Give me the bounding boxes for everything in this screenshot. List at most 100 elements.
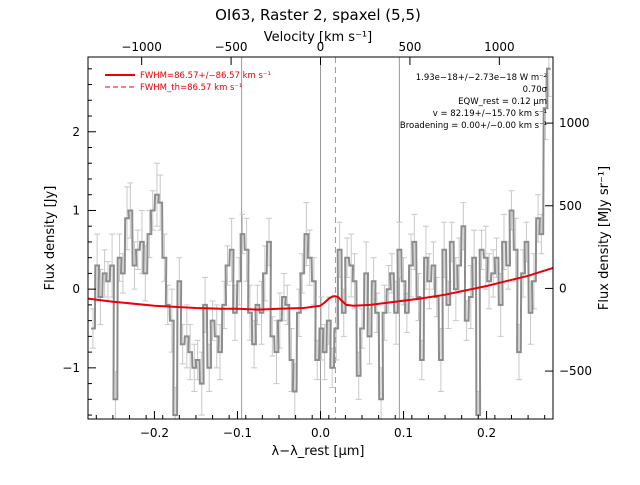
spectrum-point <box>196 359 199 361</box>
spectrum-point <box>455 288 457 290</box>
spectrum-point <box>473 256 475 259</box>
spectrum-point <box>298 311 300 314</box>
spectrum-point <box>548 68 550 70</box>
spectrum-point <box>450 241 453 243</box>
legend: FWHM=86.57+/−86.57 km s⁻¹ FWHM_th=86.57 … <box>105 71 271 93</box>
top-axis-label: Velocity [km s⁻¹] <box>264 30 372 45</box>
spectrum-point <box>338 249 341 251</box>
spectrum-point <box>279 319 281 322</box>
spectrum-point <box>271 335 274 338</box>
spectrum-point <box>537 217 539 220</box>
y-tick-label: 1 <box>72 203 80 217</box>
spectrum-point <box>316 359 318 361</box>
spectrum-point <box>215 335 218 338</box>
spectrum-point <box>488 280 490 283</box>
spectrum-point <box>447 304 450 306</box>
annotation-velocity: v = 82.19+/−15.70 km s⁻¹ <box>433 109 547 119</box>
x-tick-label: −0.2 <box>140 426 169 440</box>
y-tick-label: 2 <box>72 125 80 139</box>
spectrum-point <box>111 264 113 267</box>
top-tick-label: 500 <box>398 40 421 54</box>
spectrum-point <box>365 272 367 275</box>
spectrum-point <box>301 272 304 275</box>
spectrum-point <box>200 382 203 385</box>
spectrum-point <box>151 209 154 212</box>
spectrum-point <box>137 249 139 251</box>
spectrum-point <box>171 319 173 322</box>
annotation-sigma: 0.70σ <box>523 85 548 95</box>
spectrum-point <box>189 351 191 353</box>
spectrum-point <box>204 304 206 306</box>
spectrum-point <box>256 304 259 306</box>
right-tick-label: 500 <box>559 199 582 213</box>
spectrum-point <box>495 256 498 259</box>
spectrum-point <box>223 304 225 306</box>
spectrum-point <box>395 311 397 314</box>
top-tick-label: 0 <box>317 40 325 54</box>
spectrum-point <box>499 304 502 306</box>
spectrum-point <box>402 280 405 283</box>
spectrum-point <box>410 264 412 267</box>
spectrum-point <box>107 280 109 283</box>
plot-frame <box>87 56 554 420</box>
right-tick-label: 0 <box>559 281 567 295</box>
spectrum-point <box>92 327 94 330</box>
x-axis-label: λ−λ_rest [µm] <box>272 444 365 459</box>
spectrum-point <box>421 359 423 361</box>
spectrum-point <box>443 249 446 251</box>
spectrum-point <box>383 311 386 314</box>
spectrum-point <box>480 249 483 251</box>
x-tick-label: 0.2 <box>477 426 496 440</box>
spectrum-point <box>391 272 393 275</box>
spectrum-point <box>308 256 311 259</box>
spectrum-point <box>335 327 338 330</box>
spectrum-point <box>118 256 121 259</box>
spectrum-point <box>376 311 378 314</box>
right-axis-label: Flux density [MJy sr⁻¹] <box>597 166 612 310</box>
legend-item-fwhm: FWHM=86.57+/−86.57 km s⁻¹ <box>140 71 271 81</box>
spectrum-point <box>103 272 106 275</box>
spectrum-point <box>166 304 169 306</box>
y-tick-label: 0 <box>72 282 80 296</box>
spectrum-point <box>350 264 353 267</box>
spectrum-point <box>432 264 435 267</box>
spectrum-point <box>99 296 102 298</box>
spectrum-point <box>293 390 296 393</box>
spectrum-point <box>283 296 285 298</box>
spectrum-point <box>417 296 420 298</box>
spectrum-point <box>144 272 147 275</box>
spectrum-point <box>181 343 184 346</box>
spectrum-point <box>342 311 345 314</box>
spectrum-point <box>122 272 124 275</box>
legend-item-fwhm-th: FWHM_th=86.57 km s⁻¹ <box>140 83 242 93</box>
spectrum-point <box>387 288 390 290</box>
spectrum-point <box>522 272 524 275</box>
spectrum-point <box>492 272 495 275</box>
top-tick-label: −500 <box>215 40 248 54</box>
chart-title: OI63, Raster 2, spaxel (5,5) <box>215 6 421 24</box>
spectrum-point <box>458 264 460 267</box>
spectrum-point <box>219 351 221 353</box>
spectrum-point <box>380 398 382 401</box>
spectrum-point <box>286 304 289 306</box>
y-tick-label: −1 <box>62 361 80 375</box>
spectrum-point <box>503 241 505 243</box>
annotation-broadening: Broadening = 0.00+/−0.00 km s⁻¹ <box>400 121 547 131</box>
spectrum-point <box>268 241 270 243</box>
spectrum-point <box>510 209 513 212</box>
spectrum-point <box>313 280 315 283</box>
spectrum-point <box>507 264 509 267</box>
spectrum-point <box>186 335 188 338</box>
x-tick-label: 0.1 <box>394 426 413 440</box>
spectrum-point <box>372 280 375 283</box>
spectrum-point <box>540 233 543 235</box>
spectrum-point <box>96 264 98 267</box>
x-tick-label: 0.0 <box>311 426 330 440</box>
spectrum-point <box>465 319 468 322</box>
spectrum-point <box>425 256 427 259</box>
spectrum-point <box>484 256 487 259</box>
spectrum-point <box>211 319 214 322</box>
spectrum-point <box>353 280 356 283</box>
spectrum-point <box>514 249 517 251</box>
spectrum-point <box>413 241 416 243</box>
